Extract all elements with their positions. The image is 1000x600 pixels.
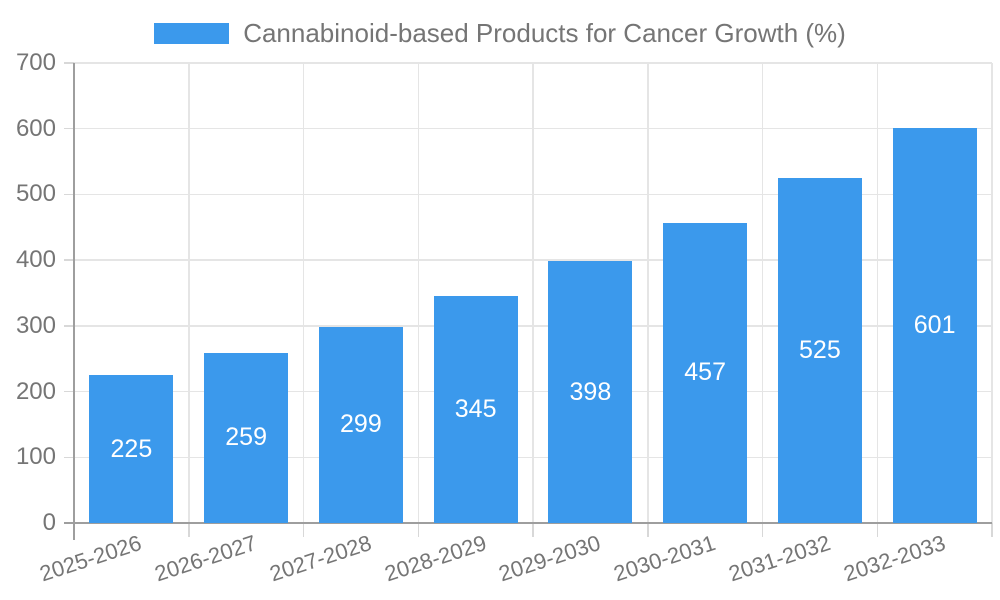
x-axis-tick (417, 523, 419, 537)
bar-value-label: 601 (913, 311, 956, 340)
gridline-vertical (647, 63, 649, 523)
y-axis-tick (64, 456, 74, 459)
bar-value-label: 345 (454, 395, 497, 424)
x-tick-label: 2029-2030 (495, 530, 604, 587)
x-tick-label: 2027-2028 (266, 530, 375, 587)
x-axis-tick (761, 523, 764, 537)
y-tick-label: 100 (15, 443, 56, 471)
gridline-vertical (302, 63, 305, 523)
bar-2031-2032[interactable]: 525 (777, 178, 862, 523)
y-axis-tick (64, 259, 74, 261)
y-tick-label: 0 (42, 509, 56, 536)
bar-value-label: 457 (684, 358, 726, 387)
bar-value-label: 525 (799, 336, 841, 364)
x-tick-label: 2031-2032 (725, 530, 834, 587)
y-tick-label: 400 (15, 246, 56, 274)
x-axis-tick (532, 523, 534, 537)
bar-value-label: 259 (225, 423, 267, 452)
gridline-vertical (991, 63, 993, 523)
y-axis-tick (64, 62, 74, 64)
x-axis-tick (876, 523, 878, 537)
legend-label: Cannabinoid-based Products for Cancer Gr… (243, 18, 846, 48)
x-axis-tick (991, 523, 993, 537)
y-axis-tick (64, 193, 74, 196)
x-axis-tick (647, 523, 649, 537)
bar-2029-2030[interactable]: 398 (548, 261, 633, 523)
chart-legend[interactable]: Cannabinoid-based Products for Cancer Gr… (0, 19, 1000, 48)
bar-2030-2031[interactable]: 457 (663, 222, 748, 523)
legend-swatch (154, 22, 230, 44)
bar-2032-2033[interactable]: 601 (892, 128, 977, 523)
x-axis-tick (188, 523, 190, 537)
y-axis-tick (64, 390, 74, 393)
gridline-vertical (761, 63, 764, 523)
gridline-vertical (876, 63, 878, 523)
x-axis-line (64, 522, 992, 524)
gridline-vertical (188, 63, 190, 523)
gridline-vertical (532, 63, 534, 523)
bar-2027-2028[interactable]: 299 (318, 326, 403, 523)
bar-value-label: 299 (340, 410, 382, 439)
y-tick-label: 600 (15, 114, 56, 142)
y-tick-label: 300 (15, 311, 56, 339)
x-tick-label: 2026-2027 (151, 530, 260, 587)
gridline-vertical (417, 63, 419, 523)
bar-value-label: 225 (110, 434, 153, 463)
y-tick-label: 200 (15, 377, 56, 405)
y-tick-label: 700 (15, 49, 56, 76)
bar-2026-2027[interactable]: 259 (204, 352, 289, 523)
bar-2028-2029[interactable]: 345 (433, 296, 518, 523)
y-axis-tick (64, 325, 74, 327)
y-axis-line (73, 63, 75, 540)
y-axis-tick (64, 127, 74, 130)
plot-area: 0 100 200 300 400 500 600 700 225 259 299 345 398 457… (16, 50, 993, 586)
y-tick-label: 500 (15, 180, 56, 208)
x-tick-label: 2025-2026 (36, 530, 145, 587)
bar-value-label: 398 (569, 377, 612, 406)
x-axis-tick (302, 523, 305, 537)
bar-2025-2026[interactable]: 225 (89, 375, 174, 523)
x-tick-label: 2032-2033 (840, 530, 949, 587)
x-tick-label: 2030-2031 (610, 530, 719, 587)
x-tick-label: 2028-2029 (381, 530, 490, 587)
